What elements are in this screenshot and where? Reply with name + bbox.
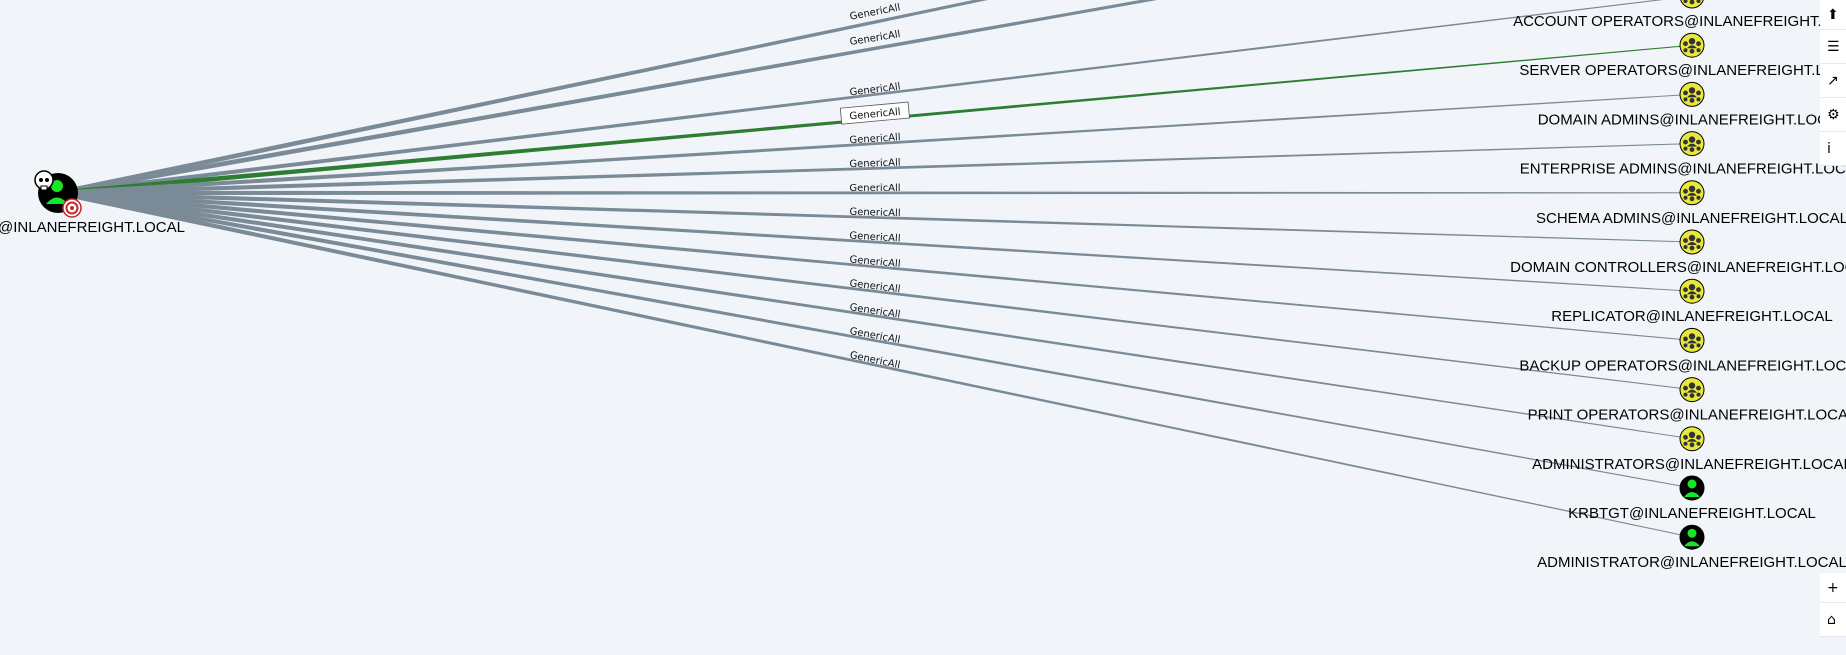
- group-icon: [1683, 0, 1701, 5]
- plus-icon: +: [1827, 579, 1839, 596]
- edge[interactable]: [57, 0, 990, 196]
- node-label: PRINT OPERATORS@INLANEFREIGHT.LOCAL: [1528, 407, 1846, 424]
- analysis-button[interactable]: ↗: [1820, 64, 1846, 98]
- node-label: ADMINISTRATORS@INLANEFREIGHT.LOCAL: [1532, 456, 1846, 473]
- user-icon: [46, 180, 68, 204]
- edge[interactable]: [57, 190, 1693, 489]
- edge-label-text: GenericAll: [849, 302, 901, 320]
- edge-label-text: GenericAll: [849, 254, 901, 270]
- home-icon: ⌂: [1827, 611, 1836, 628]
- edge-label: GenericAll: [849, 278, 901, 295]
- edge-label-text: GenericAll: [849, 231, 901, 245]
- source-node[interactable]: @INLANEFREIGHT.LOCAL: [0, 170, 185, 236]
- target-icon: [62, 198, 82, 218]
- edge-label: GenericAll: [849, 158, 900, 171]
- user-icon: [1684, 528, 1700, 547]
- group-node[interactable]: ACCOUNT OPERATORS@INLANEFREIGHT.LOCAL: [1513, 0, 1846, 30]
- nodes-layer: ACCOUNT OPERATORS@INLANEFREIGHT.LOCAL SER…: [1510, 0, 1846, 571]
- group-node[interactable]: SCHEMA ADMINS@INLANEFREIGHT.LOCAL: [1536, 180, 1846, 227]
- node-label: ACCOUNT OPERATORS@INLANEFREIGHT.LOCAL: [1513, 13, 1846, 30]
- edge-label: GenericAll: [849, 302, 901, 320]
- edge-label-text: GenericAll: [849, 326, 901, 346]
- group-node[interactable]: ENTERPRISE ADMINS@INLANEFREIGHT.LOCAL: [1520, 131, 1846, 178]
- edge[interactable]: [57, 0, 1692, 196]
- node-label: SCHEMA ADMINS@INLANEFREIGHT.LOCAL: [1536, 210, 1846, 227]
- group-icon: [1683, 333, 1701, 349]
- edge[interactable]: [57, 190, 1693, 391]
- edge-label-text: GenericAll: [849, 132, 901, 146]
- edge-label: GenericAll: [849, 132, 901, 146]
- edge[interactable]: [57, 190, 1693, 292]
- edge[interactable]: [57, 190, 1693, 538]
- edge-label: GenericAll: [849, 326, 901, 346]
- group-node[interactable]: ADMINISTRATORS@INLANEFREIGHT.LOCAL: [1532, 426, 1846, 473]
- settings-button[interactable]: ⚙: [1820, 98, 1846, 132]
- node-label: REPLICATOR@INLANEFREIGHT.LOCAL: [1551, 308, 1832, 325]
- edge[interactable]: [57, 143, 1693, 196]
- gears-icon: ⚙: [1827, 106, 1840, 123]
- edge-label-text: GenericAll: [849, 183, 900, 194]
- node-label: ENTERPRISE ADMINS@INLANEFREIGHT.LOCAL: [1520, 161, 1846, 178]
- user-node[interactable]: KRBTGT@INLANEFREIGHT.LOCAL: [1568, 475, 1816, 522]
- zoom-in-button[interactable]: +: [1820, 573, 1846, 603]
- skull-icon: [34, 170, 54, 191]
- edge-label-text: GenericAll: [849, 158, 900, 171]
- edge-label: GenericAll: [849, 207, 900, 220]
- group-icon: [1683, 382, 1701, 398]
- edge[interactable]: [57, 190, 1693, 243]
- node-label: DOMAIN ADMINS@INLANEFREIGHT.LOCAL: [1538, 111, 1846, 128]
- edge-label-text: GenericAll: [849, 81, 901, 98]
- info-button[interactable]: i: [1820, 132, 1846, 166]
- edge-label: GenericAll: [849, 231, 901, 245]
- edge-label: GenericAll: [849, 254, 901, 270]
- edge-label: GenericAll: [839, 101, 910, 125]
- group-node[interactable]: DOMAIN CONTROLLERS@INLANEFREIGHT.LOCAL: [1510, 229, 1846, 276]
- edge-label: GenericAll: [849, 183, 900, 194]
- node-label: SERVER OPERATORS@INLANEFREIGHT.LOCAL: [1519, 62, 1846, 79]
- user-icon: [1684, 479, 1700, 497]
- home-button[interactable]: ⌂: [1820, 603, 1846, 637]
- node-label: ADMINISTRATOR@INLANEFREIGHT.LOCAL: [1537, 554, 1846, 571]
- edge[interactable]: [57, 93, 1693, 196]
- info-icon: i: [1827, 140, 1831, 157]
- edge-label-text: GenericAll: [849, 350, 901, 371]
- edge-labels-layer: GenericAll GenericAll GenericAll GenericAll…: [839, 2, 910, 371]
- upload-icon: ⬆: [1827, 6, 1839, 23]
- group-node[interactable]: SERVER OPERATORS@INLANEFREIGHT.LOCAL: [1519, 32, 1846, 79]
- chart-icon: ↗: [1827, 72, 1839, 89]
- source-node-label: @INLANEFREIGHT.LOCAL: [0, 219, 185, 236]
- right-toolbar: ⬆ ☰ ↗ ⚙ i: [1820, 0, 1846, 166]
- group-icon: [1683, 185, 1701, 202]
- edge[interactable]: [57, 190, 1693, 440]
- queries-button[interactable]: ☰: [1820, 30, 1846, 64]
- group-icon: [1683, 87, 1701, 103]
- upload-button[interactable]: ⬆: [1820, 0, 1846, 30]
- edges-layer: [57, 0, 1693, 538]
- list-icon: ☰: [1827, 38, 1840, 55]
- group-node[interactable]: REPLICATOR@INLANEFREIGHT.LOCAL: [1551, 278, 1833, 325]
- edge-label-text: GenericAll: [849, 107, 901, 123]
- group-node[interactable]: PRINT OPERATORS@INLANEFREIGHT.LOCAL: [1528, 377, 1846, 424]
- node-label: DOMAIN CONTROLLERS@INLANEFREIGHT.LOCAL: [1510, 259, 1846, 276]
- edge[interactable]: [57, 0, 1161, 196]
- edge-label-text: GenericAll: [849, 207, 900, 220]
- edge-label: GenericAll: [849, 350, 901, 371]
- edge-label-text: GenericAll: [849, 278, 901, 295]
- group-icon: [1683, 284, 1701, 300]
- zoom-toolbar: + ⌂: [1820, 573, 1846, 637]
- group-node[interactable]: DOMAIN ADMINS@INLANEFREIGHT.LOCAL: [1538, 81, 1846, 128]
- user-node[interactable]: ADMINISTRATOR@INLANEFREIGHT.LOCAL: [1537, 524, 1846, 571]
- group-icon: [1683, 431, 1701, 448]
- group-icon: [1683, 38, 1701, 54]
- group-node[interactable]: BACKUP OPERATORS@INLANEFREIGHT.LOCAL: [1519, 327, 1846, 374]
- edge-label: GenericAll: [849, 81, 901, 98]
- node-label: KRBTGT@INLANEFREIGHT.LOCAL: [1568, 505, 1816, 522]
- group-icon: [1683, 234, 1701, 251]
- edge[interactable]: [57, 190, 1693, 341]
- edge[interactable]: [57, 190, 1693, 196]
- node-label: BACKUP OPERATORS@INLANEFREIGHT.LOCAL: [1519, 357, 1846, 374]
- group-icon: [1683, 136, 1701, 153]
- edge-label-box: [839, 101, 910, 125]
